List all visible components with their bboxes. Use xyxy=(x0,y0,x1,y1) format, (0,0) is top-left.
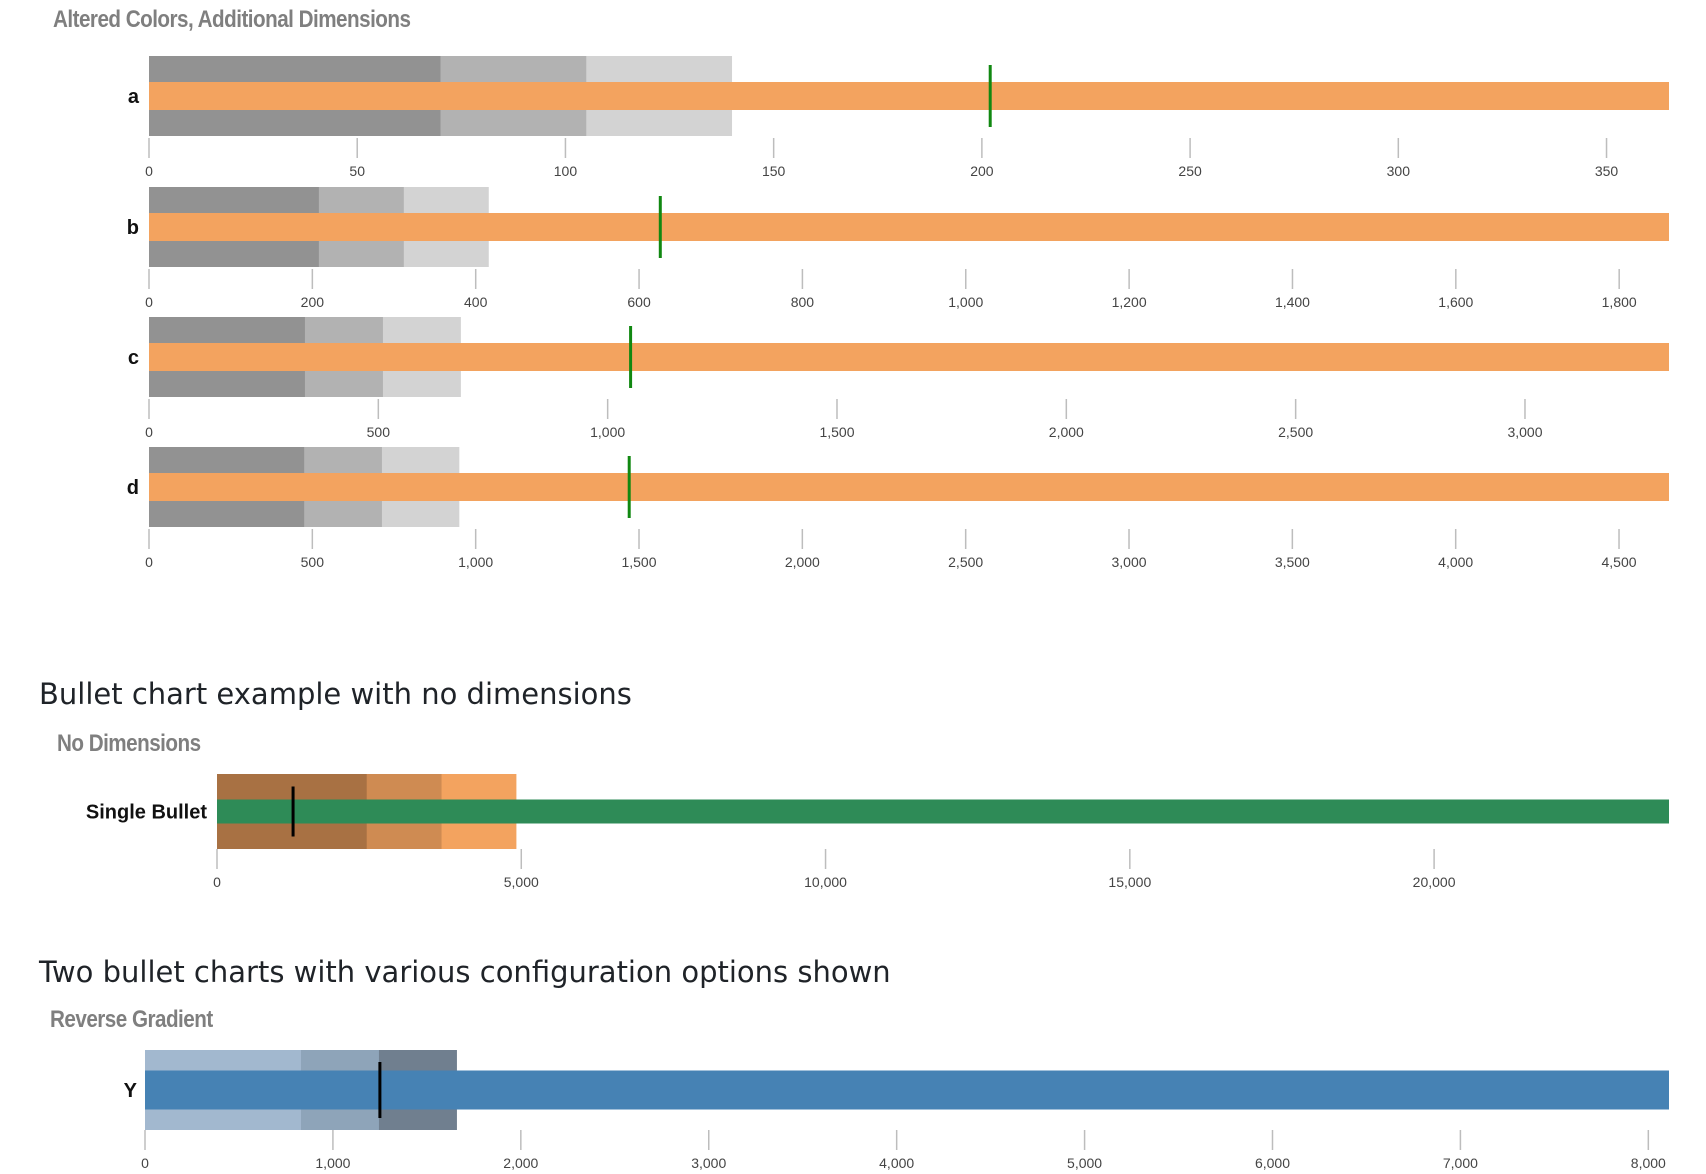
row-label: Y xyxy=(124,1080,138,1102)
axis-tick-label: 10,000 xyxy=(804,874,847,890)
axis-tick-label: 0 xyxy=(145,163,153,179)
axis-tick-label: 350 xyxy=(1595,163,1619,179)
axis-tick-label: 50 xyxy=(349,163,365,179)
row-label: a xyxy=(128,86,140,108)
axis-tick-label: 2,000 xyxy=(1049,424,1084,440)
axis-tick-label: 600 xyxy=(627,294,651,310)
axis-tick-label: 1,200 xyxy=(1112,294,1147,310)
axis-tick-label: 3,000 xyxy=(1507,424,1542,440)
measure-bar xyxy=(149,82,1669,110)
row-label: c xyxy=(128,347,139,369)
axis-tick-label: 4,000 xyxy=(879,1155,914,1171)
axis-tick-label: 0 xyxy=(145,424,153,440)
axis-tick-label: 1,000 xyxy=(315,1155,350,1171)
axis-tick-label: 7,000 xyxy=(1443,1155,1478,1171)
axis-tick-label: 500 xyxy=(301,554,325,570)
axis-tick-label: 2,500 xyxy=(1278,424,1313,440)
axis-tick-label: 3,500 xyxy=(1275,554,1310,570)
measure-bar xyxy=(149,213,1669,241)
axis-tick-label: 1,800 xyxy=(1602,294,1637,310)
measure-bar xyxy=(149,343,1669,371)
axis-tick-label: 3,000 xyxy=(691,1155,726,1171)
axis-tick-label: 1,000 xyxy=(948,294,983,310)
axis-tick-label: 8,000 xyxy=(1631,1155,1666,1171)
axis-tick-label: 0 xyxy=(213,874,221,890)
measure-bar xyxy=(149,473,1669,501)
axis-tick-label: 20,000 xyxy=(1413,874,1456,890)
axis-tick-label: 1,000 xyxy=(458,554,493,570)
chart-title-no-dimensions: No Dimensions xyxy=(57,730,201,757)
axis-tick-label: 6,000 xyxy=(1255,1155,1290,1171)
axis-tick-label: 0 xyxy=(145,294,153,310)
heading-configuration-options: Two bullet charts with various configura… xyxy=(39,955,891,989)
measure-bar xyxy=(217,799,1669,824)
axis-tick-label: 200 xyxy=(301,294,325,310)
axis-tick-label: 5,000 xyxy=(1067,1155,1102,1171)
row-label: b xyxy=(127,217,139,239)
axis-tick-label: 800 xyxy=(791,294,815,310)
axis-tick-label: 150 xyxy=(762,163,786,179)
axis-tick-label: 1,500 xyxy=(621,554,656,570)
axis-tick-label: 100 xyxy=(554,163,578,179)
axis-tick-label: 3,000 xyxy=(1111,554,1146,570)
measure-bar xyxy=(145,1070,1669,1110)
axis-tick-label: 300 xyxy=(1387,163,1411,179)
heading-no-dimensions: Bullet chart example with no dimensions xyxy=(39,677,632,711)
axis-tick-label: 1,500 xyxy=(819,424,854,440)
row-label: d xyxy=(127,477,139,499)
axis-tick-label: 200 xyxy=(970,163,994,179)
axis-tick-label: 2,000 xyxy=(503,1155,538,1171)
axis-tick-label: 5,000 xyxy=(504,874,539,890)
axis-tick-label: 4,500 xyxy=(1601,554,1636,570)
axis-tick-label: 1,600 xyxy=(1438,294,1473,310)
row-label: Single Bullet xyxy=(86,802,207,824)
chart-title-altered-colors: Altered Colors, Additional Dimensions xyxy=(53,6,411,33)
axis-tick-label: 500 xyxy=(367,424,391,440)
axis-tick-label: 2,000 xyxy=(785,554,820,570)
axis-tick-label: 0 xyxy=(141,1155,149,1171)
axis-tick-label: 250 xyxy=(1178,163,1202,179)
chart-title-reverse-gradient: Reverse Gradient xyxy=(50,1006,213,1033)
axis-tick-label: 0 xyxy=(145,554,153,570)
axis-tick-label: 15,000 xyxy=(1108,874,1151,890)
axis-tick-label: 400 xyxy=(464,294,488,310)
axis-tick-label: 1,400 xyxy=(1275,294,1310,310)
axis-tick-label: 2,500 xyxy=(948,554,983,570)
axis-tick-label: 1,000 xyxy=(590,424,625,440)
axis-tick-label: 4,000 xyxy=(1438,554,1473,570)
